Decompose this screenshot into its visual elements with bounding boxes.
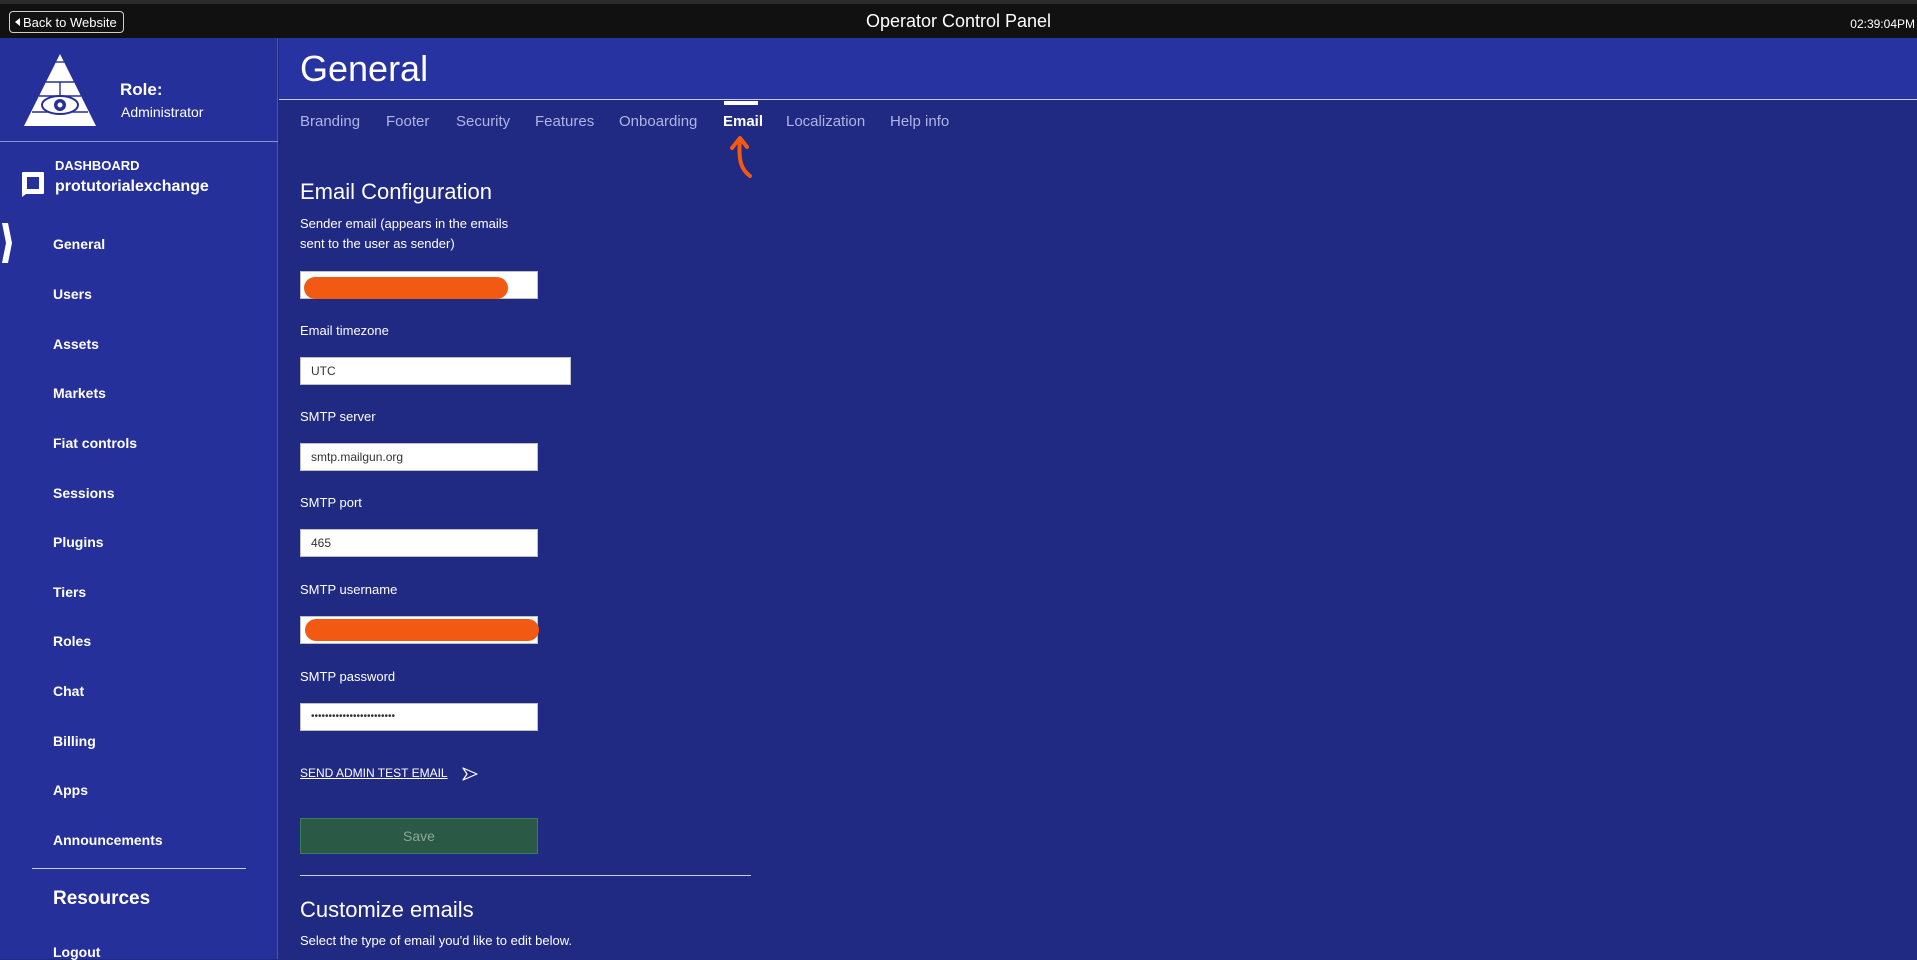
email-timezone-select[interactable]: UTC	[300, 357, 571, 385]
caret-left-icon	[15, 18, 20, 26]
role-label: Role:	[120, 80, 163, 99]
email-configuration-title: Email Configuration	[300, 179, 492, 204]
sidebar-item-general[interactable]: General	[53, 236, 106, 252]
clock: 02:39:04PM	[1850, 17, 1915, 31]
customize-emails-description: Select the type of email you'd like to e…	[300, 933, 573, 948]
smtp-server-label: SMTP server	[300, 409, 376, 424]
sidebar-item-announcements[interactable]: Announcements	[53, 832, 163, 848]
logout-link[interactable]: Logout	[53, 944, 101, 960]
sender-email-label-line2: sent to the user as sender)	[300, 236, 455, 251]
dashboard-icon	[22, 172, 44, 194]
sidebar-item-users[interactable]: Users	[53, 286, 92, 302]
top-bar: Back to Website Operator Control Panel 0…	[0, 0, 1917, 38]
smtp-password-label: SMTP password	[300, 669, 396, 684]
tab-localization[interactable]: Localization	[786, 113, 866, 130]
sidebar-item-billing[interactable]: Billing	[53, 733, 96, 749]
sidebar-item-apps[interactable]: Apps	[53, 782, 88, 798]
smtp-username-label: SMTP username	[300, 582, 398, 597]
tab-onboarding[interactable]: Onboarding	[619, 113, 698, 130]
email-timezone-label: Email timezone	[300, 323, 389, 338]
sidebar-item-markets[interactable]: Markets	[53, 385, 106, 401]
redaction-mark	[305, 619, 539, 641]
tab-security[interactable]: Security	[456, 113, 511, 130]
sidebar: Role: Administrator DASHBOARD protutoria…	[0, 38, 278, 960]
page-title: General	[300, 48, 429, 89]
role-value: Administrator	[121, 104, 204, 120]
customize-emails-title: Customize emails	[300, 897, 474, 922]
resources-link[interactable]: Resources	[53, 888, 151, 909]
sidebar-divider	[0, 141, 278, 142]
tab-footer[interactable]: Footer	[386, 113, 430, 130]
sidebar-item-plugins[interactable]: Plugins	[53, 534, 104, 550]
tab-help-info[interactable]: Help info	[890, 113, 950, 130]
active-item-marker-icon	[2, 223, 12, 263]
sidebar-item-tiers[interactable]: Tiers	[53, 584, 87, 600]
smtp-server-input[interactable]: smtp.mailgun.org	[300, 443, 538, 471]
smtp-password-input[interactable]: ••••••••••••••••••••••••	[300, 703, 538, 731]
smtp-port-input[interactable]: 465	[300, 529, 538, 557]
sidebar-item-fiat-controls[interactable]: Fiat controls	[53, 435, 138, 451]
sidebar-divider-resources	[32, 868, 246, 869]
tab-features[interactable]: Features	[535, 113, 595, 130]
save-button[interactable]: Save	[300, 818, 538, 854]
exchange-name[interactable]: protutorialexchange	[55, 178, 209, 195]
sidebar-item-assets[interactable]: Assets	[53, 336, 99, 352]
section-divider	[300, 875, 751, 876]
sender-email-label-line1: Sender email (appears in the emails	[300, 216, 509, 231]
send-icon[interactable]	[462, 767, 478, 781]
back-to-website-label: Back to Website	[23, 14, 117, 30]
sender-email-label: Sender email (appears in the emails sent…	[300, 214, 508, 254]
sidebar-item-chat[interactable]: Chat	[53, 683, 85, 699]
page-header: General	[279, 38, 1917, 100]
eye-pyramid-logo-icon	[24, 54, 96, 126]
active-tab-indicator	[724, 101, 758, 105]
redaction-mark	[304, 277, 508, 299]
tab-email[interactable]: Email	[723, 113, 764, 130]
send-admin-test-email-link[interactable]: SEND ADMIN TEST EMAIL	[300, 766, 448, 780]
annotation-arrow-icon	[730, 136, 752, 178]
smtp-port-label: SMTP port	[300, 495, 362, 510]
sidebar-item-sessions[interactable]: Sessions	[53, 485, 115, 501]
sidebar-item-roles[interactable]: Roles	[53, 633, 92, 649]
tab-branding[interactable]: Branding	[300, 113, 361, 130]
dashboard-label: DASHBOARD	[55, 158, 140, 173]
app-title: Operator Control Panel	[865, 11, 1052, 31]
back-to-website-button[interactable]: Back to Website	[9, 11, 124, 33]
